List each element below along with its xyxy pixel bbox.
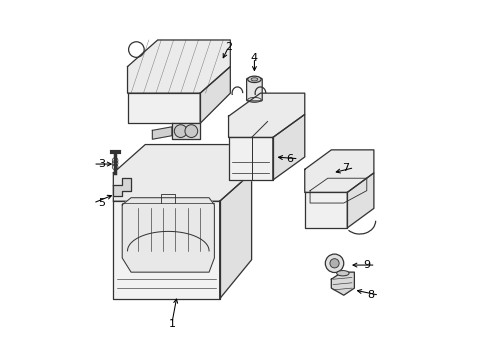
Polygon shape: [331, 272, 354, 295]
Polygon shape: [200, 67, 230, 123]
Circle shape: [174, 125, 187, 138]
Polygon shape: [122, 198, 214, 272]
Ellipse shape: [250, 78, 257, 81]
Polygon shape: [127, 40, 230, 93]
Polygon shape: [346, 173, 373, 228]
Polygon shape: [113, 145, 251, 201]
Text: 8: 8: [366, 290, 373, 300]
Polygon shape: [171, 123, 200, 139]
Text: 6: 6: [286, 154, 293, 164]
Circle shape: [184, 125, 197, 138]
Text: 3: 3: [98, 159, 105, 169]
Polygon shape: [228, 93, 304, 138]
Text: 7: 7: [341, 163, 348, 172]
Polygon shape: [113, 178, 131, 196]
Text: 1: 1: [168, 319, 175, 329]
Polygon shape: [152, 127, 171, 139]
FancyBboxPatch shape: [246, 78, 262, 101]
Circle shape: [329, 259, 339, 268]
Text: 5: 5: [98, 198, 105, 208]
Polygon shape: [228, 138, 272, 180]
Polygon shape: [219, 173, 251, 299]
Polygon shape: [272, 114, 304, 180]
Polygon shape: [304, 192, 346, 228]
Polygon shape: [304, 150, 373, 192]
Text: 9: 9: [363, 260, 369, 270]
Ellipse shape: [336, 271, 348, 276]
Circle shape: [325, 254, 343, 273]
Ellipse shape: [247, 76, 261, 82]
Polygon shape: [127, 93, 200, 123]
Text: 2: 2: [224, 42, 232, 52]
Text: 4: 4: [250, 53, 258, 63]
Polygon shape: [113, 201, 219, 299]
